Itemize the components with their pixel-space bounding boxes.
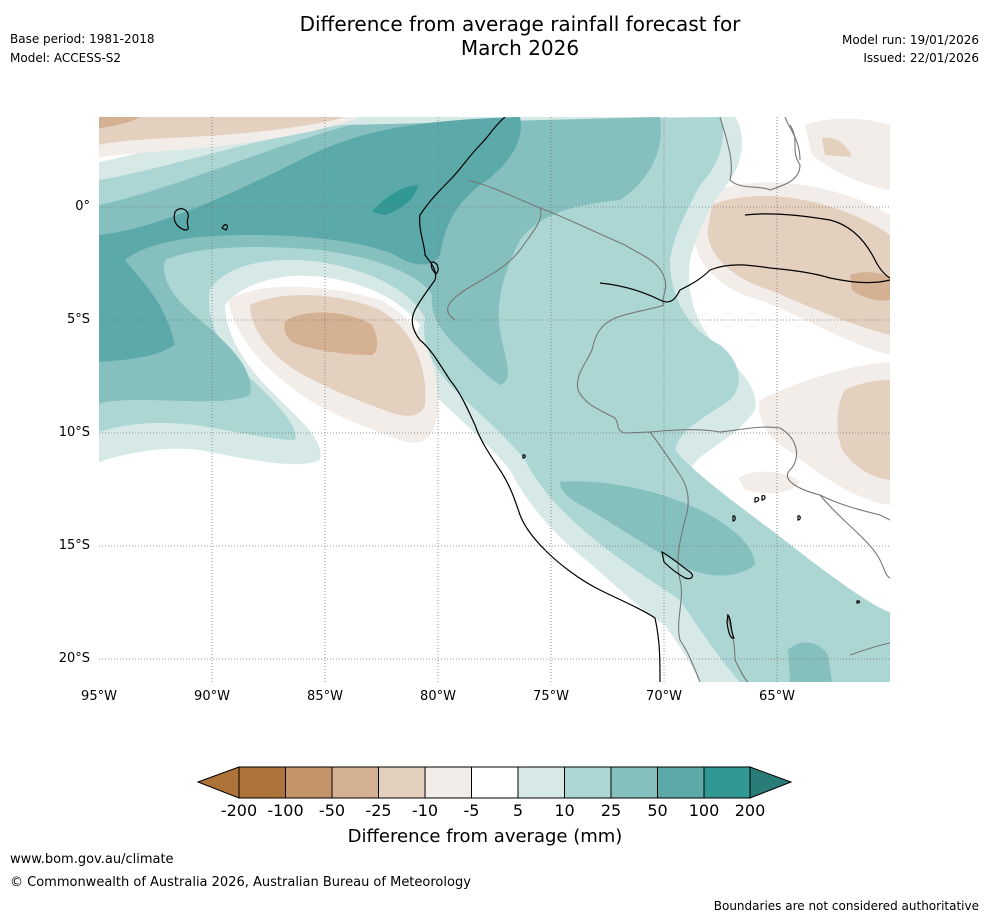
colorbar-tick-8: 10: [554, 801, 575, 820]
country-borders: [447, 117, 890, 682]
colorbar-seg-3: [332, 767, 379, 798]
colorbar-tick-3: -50: [318, 801, 346, 820]
lon-label-65w: 65°W: [759, 689, 795, 704]
graticule: [99, 117, 890, 682]
teal-region-south: [560, 481, 755, 576]
lon-label-75w: 75°W: [533, 689, 569, 704]
colorbar-tick-12: 200: [734, 801, 766, 820]
colorbar-extend-high: [749, 766, 793, 799]
lat-label-10s: 10°S: [58, 425, 90, 440]
website-link[interactable]: www.bom.gov.au/climate: [10, 852, 174, 867]
teal-region-southeast: [788, 642, 832, 682]
lon-label-70w: 70°W: [646, 689, 682, 704]
brown-region-bolivia: [738, 471, 800, 494]
lon-label-95w: 95°W: [81, 689, 117, 704]
colorbar-tick-4: -25: [365, 801, 392, 820]
colorbar-seg-11: [704, 767, 750, 798]
rainfall-map: [99, 117, 890, 682]
colorbar-seg-4: [378, 767, 425, 798]
colorbar-title: Difference from average (mm): [347, 826, 623, 847]
colorbar-tick-6: -5: [463, 801, 480, 820]
issued-label: Issued: 22/01/2026: [863, 51, 979, 65]
colorbar-tick-10: 50: [647, 801, 668, 820]
model-label: Model: ACCESS-S2: [10, 51, 122, 65]
colorbar-seg-1: [239, 767, 286, 798]
brown-region-pacific-north: [99, 117, 345, 145]
title-line-1: Difference from average rainfall forecas…: [299, 12, 741, 36]
map-fill-layers: [99, 117, 890, 682]
teal-level-50: [99, 117, 521, 362]
copyright-text: © Commonwealth of Australia 2026, Austra…: [10, 875, 471, 890]
disclaimer-text: Boundaries are not considered authoritat…: [713, 899, 979, 913]
lat-label-5s: 5°S: [66, 312, 90, 327]
colorbar-tick-11: 100: [688, 801, 720, 820]
title-line-2: March 2026: [460, 36, 580, 60]
colorbar-tick-5: -10: [411, 801, 439, 820]
teal-level-25: [99, 117, 661, 404]
brown-core-peru-offshore: [284, 312, 378, 355]
coastlines: [173, 117, 890, 682]
colorbar-seg-9: [611, 767, 658, 798]
lon-label-90w: 90°W: [194, 689, 230, 704]
teal-spot-100: [372, 185, 418, 215]
page-title: Difference from average rainfall forecas…: [0, 12, 988, 60]
colorbar-tick-9: 25: [600, 801, 622, 820]
lon-label-80w: 80°W: [420, 689, 456, 704]
colorbar-tick-1: -200: [220, 801, 258, 820]
brown-region-amazon: [707, 196, 890, 335]
colorbar-seg-6: [471, 767, 518, 798]
lat-label-0: 0°: [75, 199, 90, 214]
colorbar-tick-7: 5: [512, 801, 524, 820]
colorbar-seg-7: [518, 767, 565, 798]
lat-label-15s: 15°S: [58, 538, 90, 553]
colorbar-seg-8: [564, 767, 611, 798]
colorbar-tick-2: -100: [267, 801, 304, 820]
lat-label-20s: 20°S: [58, 651, 90, 666]
colorbar-extend-low: [196, 766, 240, 799]
brown-region-amazon-core: [850, 272, 890, 301]
colorbar-seg-2: [285, 767, 332, 798]
lon-label-85w: 85°W: [307, 689, 343, 704]
colorbar: [196, 766, 793, 799]
brown-spot-pacific-north: [99, 117, 140, 128]
colorbar-seg-10: [657, 767, 704, 798]
colorbar-seg-5: [425, 767, 472, 798]
model-run-label: Model run: 19/01/2026: [841, 33, 979, 47]
brown-region-east: [837, 380, 890, 480]
base-period-label: Base period: 1981-2018: [10, 32, 155, 46]
brown-spot-northeast: [822, 137, 852, 157]
